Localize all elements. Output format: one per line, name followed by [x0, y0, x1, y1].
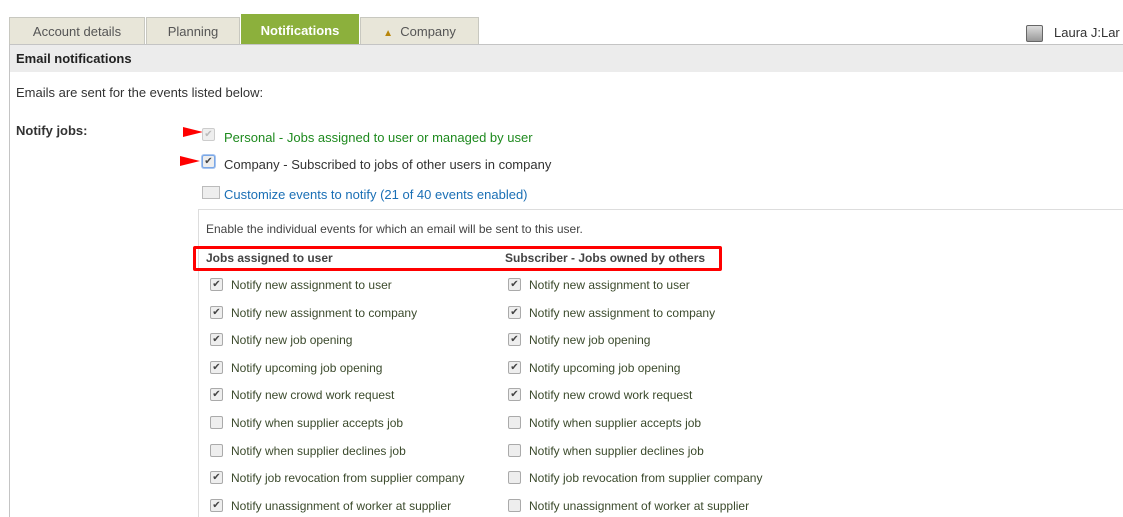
company-label: Company - Subscribed to jobs of other us… [224, 157, 552, 172]
intro-text: Emails are sent for the events listed be… [16, 85, 264, 100]
event-checkbox-col2[interactable] [508, 416, 521, 429]
event-checkbox-col1[interactable]: ✔ [210, 305, 223, 319]
notify-jobs-label: Notify jobs: [16, 123, 88, 138]
tab-company[interactable]: ▲ Company [360, 17, 479, 44]
user-name[interactable]: Laura J:Lar [1054, 25, 1120, 40]
event-checkbox-col1[interactable] [210, 416, 223, 429]
col-header-subscriber: Subscriber - Jobs owned by others [505, 251, 706, 265]
event-label: Notify job revocation from supplier comp… [231, 471, 465, 486]
event-checkbox-col2[interactable] [508, 471, 521, 485]
event-label: Notify unassignment of worker at supplie… [231, 498, 452, 513]
company-checkbox[interactable]: ✔ [202, 155, 215, 168]
customize-events-link[interactable]: Customize events to notify (21 of 40 eve… [224, 187, 528, 202]
red-arrow-icon [183, 127, 203, 137]
events-panel [198, 209, 1123, 517]
event-label: Notify when supplier declines job [529, 443, 704, 458]
tab-planning[interactable]: Planning [146, 17, 240, 44]
event-checkbox-col2[interactable] [508, 498, 521, 512]
event-label: Notify new job opening [529, 333, 651, 348]
event-label: Notify new assignment to user [529, 278, 690, 292]
divider [9, 44, 10, 517]
event-label: Notify new assignment to user [231, 278, 392, 292]
event-label: Notify when supplier accepts job [529, 416, 702, 430]
event-checkbox-col1[interactable]: ✔ [210, 498, 223, 512]
red-arrow-icon [180, 156, 200, 166]
event-label: Notify new job opening [231, 333, 353, 348]
event-checkbox-col2[interactable]: ✔ [508, 278, 521, 291]
event-checkbox-col2[interactable]: ✔ [508, 388, 521, 402]
event-label: Notify new crowd work request [529, 388, 693, 403]
event-checkbox-col1[interactable]: ✔ [210, 388, 223, 402]
col-header-jobs-assigned: Jobs assigned to user [206, 251, 333, 265]
event-label: Notify upcoming job opening [529, 360, 681, 375]
event-checkbox-col1[interactable]: ✔ [210, 333, 223, 347]
event-label: Notify new assignment to company [529, 305, 716, 320]
event-label: Notify new assignment to company [231, 305, 418, 320]
up-arrow-icon: ▲ [383, 28, 394, 39]
event-label: Notify unassignment of worker at supplie… [529, 498, 750, 513]
event-checkbox-col2[interactable] [508, 443, 521, 457]
divider [9, 44, 1123, 45]
event-checkbox-col1[interactable]: ✔ [210, 278, 223, 291]
event-checkbox-col1[interactable]: ✔ [210, 360, 223, 374]
event-label: Notify job revocation from supplier comp… [529, 471, 763, 486]
events-description: Enable the individual events for which a… [206, 222, 583, 236]
highlight-box [193, 246, 722, 271]
tab-notifications[interactable]: Notifications [241, 14, 359, 44]
section-title: Email notifications [10, 45, 1123, 72]
event-checkbox-col1[interactable] [210, 443, 223, 457]
event-checkbox-col2[interactable]: ✔ [508, 305, 521, 319]
tab-company-label: Company [400, 24, 456, 39]
personal-label: Personal - Jobs assigned to user or mana… [224, 130, 533, 145]
user-avatar-icon [1026, 25, 1043, 42]
event-label: Notify when supplier declines job [231, 443, 406, 458]
personal-checkbox[interactable]: ✔ [202, 128, 215, 141]
event-label: Notify upcoming job opening [231, 360, 383, 375]
event-checkbox-col1[interactable]: ✔ [210, 471, 223, 485]
event-label: Notify new crowd work request [231, 388, 395, 403]
envelope-icon [202, 186, 220, 199]
event-checkbox-col2[interactable]: ✔ [508, 360, 521, 374]
event-checkbox-col2[interactable]: ✔ [508, 333, 521, 347]
tab-account-details[interactable]: Account details [9, 17, 145, 44]
event-label: Notify when supplier accepts job [231, 416, 404, 430]
